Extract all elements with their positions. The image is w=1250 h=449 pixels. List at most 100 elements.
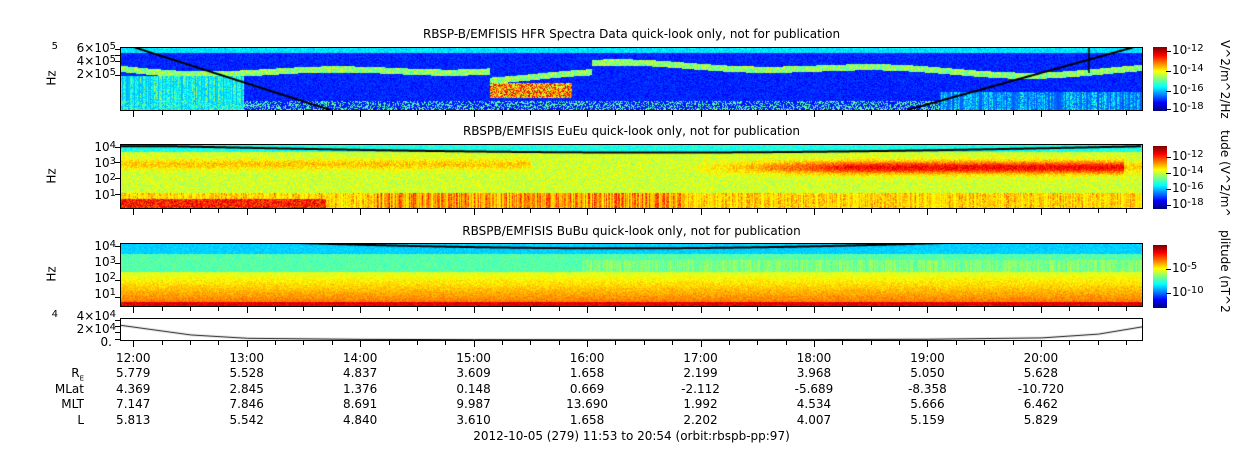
x-tick-mark: [303, 111, 304, 115]
tick-exponent: 4: [109, 322, 116, 333]
colorbar-tick-mark: [1166, 109, 1171, 110]
x-tick-mark: [275, 307, 276, 311]
tick-exponent: 5: [109, 54, 116, 65]
x-tick-mark: [1098, 341, 1099, 345]
tick-exponent: 4: [109, 140, 116, 151]
x-tick-mark: [417, 307, 418, 311]
x-tick-mark: [190, 111, 191, 115]
x-tick-mark: [360, 307, 361, 313]
figure-footer: 2012-10-05 (279) 11:53 to 20:54 (orbit:r…: [473, 429, 790, 443]
x-tick-mark: [389, 209, 390, 213]
ephemeris-value: 8.691: [342, 397, 378, 411]
x-tick-mark: [1126, 209, 1127, 213]
y-tick-label: 103: [94, 256, 116, 269]
tick-exponent: 3: [109, 156, 116, 167]
x-tick-mark: [701, 209, 702, 215]
x-tick-mark: [332, 111, 333, 115]
y-tick-mark: [115, 332, 120, 333]
x-tick-mark: [927, 209, 928, 215]
x-tick-mark: [133, 111, 134, 117]
ephemeris-value: -8.358: [908, 381, 947, 396]
colorbar: [1153, 47, 1167, 111]
ephemeris-value: 1.658: [569, 412, 605, 427]
x-tick-mark: [672, 341, 673, 345]
x-tick-mark: [1013, 307, 1014, 311]
colorbar-gradient: [1153, 146, 1167, 209]
y-tick-label: 4: [52, 310, 58, 323]
spectrogram-canvas: [121, 244, 1142, 306]
row-label-subscript: E: [79, 374, 84, 383]
tick-base: 10: [94, 156, 110, 170]
x-tick-mark: [1069, 341, 1070, 345]
x-tick-mark: [1041, 111, 1042, 117]
colorbar-gradient: [1153, 47, 1167, 111]
x-tick-mark: [247, 341, 248, 347]
y-tick-label: 4×104: [77, 310, 116, 323]
y-tick-label: 4×105: [77, 55, 116, 68]
colorbar-tick-mark: [1166, 189, 1171, 190]
colorbar-label: V^2/m^2/Hz: [1218, 40, 1242, 120]
x-tick-mark: [871, 209, 872, 213]
colorbar-tick-mark: [1166, 51, 1171, 52]
x-tick-mark: [474, 111, 475, 117]
x-tick-label: 18:00: [796, 351, 832, 365]
x-tick-mark: [814, 341, 815, 347]
tick-base: 4×10: [76, 54, 110, 68]
colorbar-gradient: [1153, 245, 1167, 308]
x-tick-mark: [927, 111, 928, 117]
tick-exponent: -18: [1187, 197, 1204, 208]
x-tick-mark: [672, 111, 673, 115]
ephemeris-value: 5.528: [229, 366, 264, 380]
x-tick-mark: [644, 111, 645, 115]
x-tick-mark: [1013, 111, 1014, 115]
y-tick-label: 5: [52, 42, 58, 55]
tick-exponent: 4: [109, 309, 116, 320]
colorbar: [1153, 245, 1167, 308]
x-tick-mark: [417, 209, 418, 213]
x-tick-mark: [956, 111, 957, 115]
x-tick-mark: [615, 341, 616, 345]
tick-exponent: 2: [109, 172, 116, 183]
x-tick-mark: [218, 307, 219, 311]
y-tick-mark: [115, 280, 120, 281]
y-tick-label: 102: [94, 173, 116, 186]
x-tick-mark: [701, 341, 702, 347]
x-tick-mark: [672, 307, 673, 311]
ephemeris-row-label: MLT: [61, 397, 84, 413]
x-tick-mark: [786, 209, 787, 213]
colorbar-label-text: tude (V^2/m^: [1218, 130, 1232, 215]
y-tick-mark: [115, 194, 120, 195]
ephemeris-value: 4.007: [796, 412, 832, 427]
panel-bubu: [120, 243, 1143, 307]
x-tick-mark: [956, 307, 957, 311]
tick-exponent: 2: [109, 271, 116, 282]
x-tick-mark: [162, 209, 163, 213]
x-tick-mark: [899, 111, 900, 115]
ephemeris-value: 5.628: [1023, 366, 1059, 380]
x-tick-mark: [1126, 111, 1127, 115]
colorbar-tick-label: 10-5: [1172, 262, 1197, 275]
y-axis-label: Hz: [44, 266, 59, 282]
ephemeris-value: 4.534: [796, 397, 832, 411]
x-tick-mark: [615, 307, 616, 311]
y-tick-mark: [115, 320, 120, 321]
ephemeris-value: 3.609: [456, 366, 491, 380]
y-tick-mark: [115, 49, 120, 50]
y-tick-label: 6×105: [77, 42, 116, 55]
y-tick-mark: [115, 147, 120, 148]
tick-exponent: 4: [51, 309, 58, 320]
x-tick-mark: [729, 209, 730, 213]
x-tick-mark: [956, 341, 957, 345]
y-tick-mark: [115, 339, 120, 340]
tick-exponent: 1: [109, 188, 116, 199]
x-tick-mark: [1126, 341, 1127, 345]
ephemeris-value: 5.813: [116, 412, 151, 427]
x-tick-mark: [247, 111, 248, 117]
x-tick-mark: [162, 341, 163, 345]
colorbar-tick-label: 10-14: [1172, 166, 1204, 179]
y-tick-mark: [115, 162, 120, 163]
x-tick-mark: [247, 209, 248, 215]
tick-exponent: 5: [51, 41, 58, 52]
x-tick-mark: [757, 307, 758, 311]
x-tick-mark: [871, 307, 872, 311]
